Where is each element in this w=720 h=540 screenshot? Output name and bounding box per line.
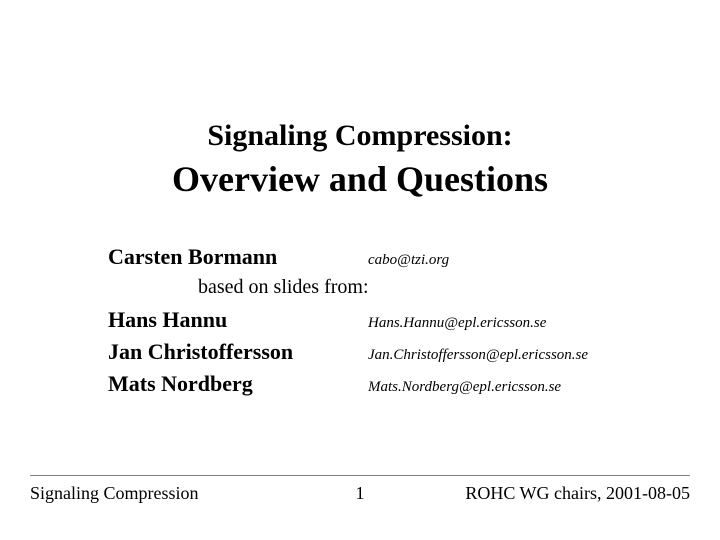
author-email: Mats.Nordberg@epl.ericsson.se: [368, 379, 561, 396]
footer-left: Signaling Compression: [30, 483, 199, 504]
author-email: cabo@tzi.org: [368, 252, 449, 269]
based-on-text: based on slides from:: [198, 276, 630, 299]
author-row: Mats Nordberg Mats.Nordberg@epl.ericsson…: [108, 371, 630, 397]
title-line2: Overview and Questions: [0, 158, 720, 201]
footer-divider: [30, 475, 690, 476]
slide: Signaling Compression: Overview and Ques…: [0, 0, 720, 540]
author-row: Jan Christoffersson Jan.Christoffersson@…: [108, 339, 630, 365]
author-name: Mats Nordberg: [108, 371, 368, 397]
footer-right: ROHC WG chairs, 2001-08-05: [465, 483, 690, 504]
footer: Signaling Compression 1 ROHC WG chairs, …: [30, 483, 690, 504]
title-block: Signaling Compression: Overview and Ques…: [0, 118, 720, 201]
authors-block: Carsten Bormann cabo@tzi.org based on sl…: [108, 244, 630, 403]
author-name: Jan Christoffersson: [108, 339, 368, 365]
footer-page-number: 1: [356, 483, 365, 504]
author-row: Hans Hannu Hans.Hannu@epl.ericsson.se: [108, 307, 630, 333]
author-email: Jan.Christoffersson@epl.ericsson.se: [368, 347, 588, 364]
title-line1: Signaling Compression:: [0, 118, 720, 154]
author-name: Hans Hannu: [108, 307, 368, 333]
author-main: Carsten Bormann cabo@tzi.org: [108, 244, 630, 270]
author-email: Hans.Hannu@epl.ericsson.se: [368, 315, 546, 332]
author-name: Carsten Bormann: [108, 244, 368, 270]
